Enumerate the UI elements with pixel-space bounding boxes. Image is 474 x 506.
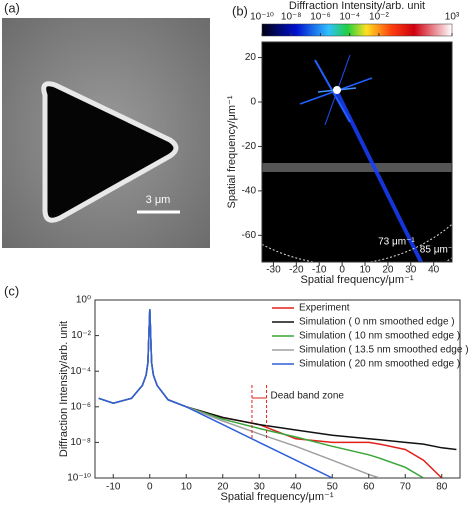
y-tick-label: 20 (245, 52, 257, 63)
x-tick-label: 60 (363, 482, 375, 493)
x-tick-label: 70 (400, 482, 412, 493)
x-tick-label: 10 (181, 482, 193, 493)
y-axis-label: Diffraction Intensity/arb. unit (58, 321, 70, 457)
y-tick-label: -60 (242, 230, 257, 241)
y-tick-label: 0 (250, 97, 256, 108)
x-tick-label: 10 (359, 265, 371, 276)
x-tick-label: 40 (290, 482, 302, 493)
colorbar-tick-label: 10⁻⁴ (339, 12, 360, 23)
legend-label: Simulation ( 0 nm smoothed edge ) (299, 317, 455, 328)
y-tick-label: 10⁻² (71, 330, 91, 341)
colorbar-tick-label: 10⁻¹⁰ (250, 12, 274, 23)
x-tick-label: 30 (254, 482, 266, 493)
legend-label: Simulation ( 20 nm smoothed edge ) (299, 359, 460, 370)
y-tick-label: 10⁰ (76, 295, 91, 306)
radius-label: 85 μm⁻¹ (420, 244, 457, 255)
y-tick-label: 10⁻¹⁰ (67, 473, 91, 484)
colorbar (261, 23, 453, 37)
y-tick-label: 10⁻⁴ (70, 366, 91, 377)
x-tick-label: -30 (266, 265, 281, 276)
y-tick-label: 10⁻⁸ (70, 437, 91, 448)
legend-label: Experiment (299, 303, 350, 314)
diffraction-streaks (262, 54, 452, 262)
y-tick-label: -20 (242, 141, 257, 152)
x-tick-label: 0 (339, 265, 345, 276)
colorbar-tick-label: 10⁻⁶ (310, 12, 331, 23)
series-line (98, 309, 333, 478)
legend-label: Simulation ( 13.5 nm smoothed edge ) (299, 345, 469, 356)
colorbar-tick-label: 10³ (445, 12, 460, 23)
x-tick-label: 80 (436, 482, 448, 493)
colorbar-title: Diffraction Intensity/arb. unit (289, 0, 425, 12)
colorbar-tick-label: 10⁻⁸ (281, 12, 302, 23)
diffraction-image (262, 42, 452, 262)
panel-label: (c) (4, 283, 19, 298)
triangle-hole (41, 81, 179, 223)
x-tick-label: 40 (428, 265, 440, 276)
x-tick-label: -10 (106, 482, 121, 493)
colorbar-tick-label: 10⁻² (369, 12, 389, 23)
x-axis-label: Spatial frequency/μm⁻¹ (220, 491, 333, 503)
x-tick-label: -10 (312, 265, 327, 276)
y-tick-label: 10⁻⁶ (70, 401, 91, 412)
y-axis-label: Spatial frequency/μm⁻¹ (226, 95, 238, 208)
x-tick-label: -20 (289, 265, 304, 276)
dead-band-label: Dead band zone (271, 391, 345, 402)
radius-label: 73 μm⁻¹ (378, 237, 415, 248)
x-tick-label: 20 (217, 482, 229, 493)
y-tick-label: -40 (242, 186, 257, 197)
dead-band (262, 163, 452, 172)
panel-label: (b) (232, 3, 248, 18)
streak (334, 89, 424, 262)
legend-label: Simulation ( 10 nm smoothed edge ) (299, 331, 460, 342)
plot-frame (261, 41, 453, 263)
scale-bar-label: 3 μm (146, 194, 171, 206)
lines (98, 309, 457, 478)
x-tick-label: 20 (382, 265, 394, 276)
x-tick-label: 50 (327, 482, 339, 493)
x-axis-label: Spatial frequency/μm⁻¹ (300, 274, 413, 286)
x-tick-label: 0 (147, 482, 153, 493)
center-spot (333, 86, 341, 94)
plot-frame (94, 299, 461, 479)
panel-label: (a) (4, 0, 20, 15)
x-tick-label: 30 (405, 265, 417, 276)
